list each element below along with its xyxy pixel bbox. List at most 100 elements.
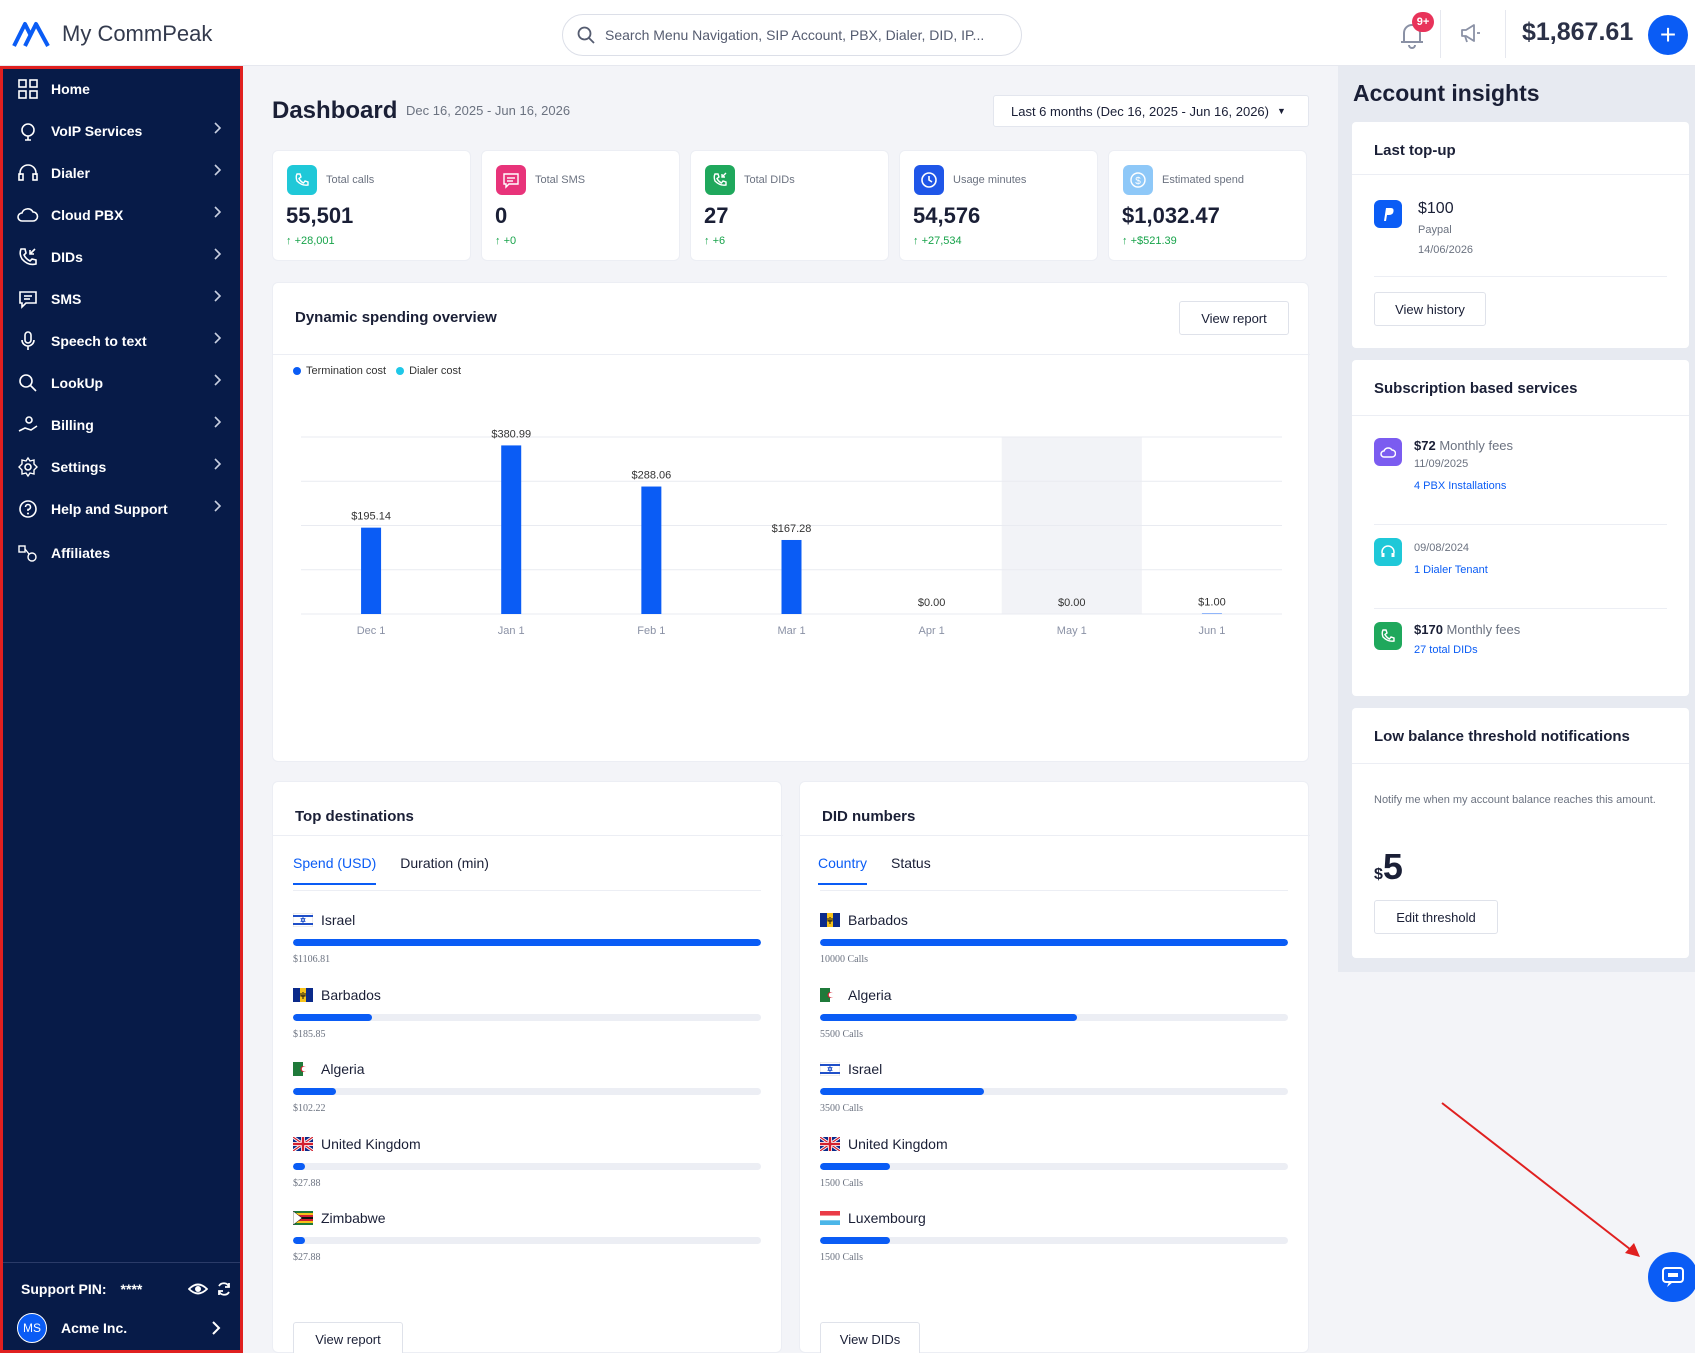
chevron-right-icon (214, 374, 222, 386)
sidebar-item-dialer[interactable]: Dialer (3, 153, 240, 193)
account-name: Acme Inc. (61, 1320, 128, 1336)
progress-fill (293, 1088, 337, 1095)
chart-data-label: $288.06 (631, 470, 671, 482)
chevron-right-icon (214, 206, 222, 218)
billing-icon (17, 414, 39, 436)
card-divider (273, 835, 783, 836)
card-divider (800, 835, 1310, 836)
edit-threshold-button[interactable]: Edit threshold (1374, 900, 1498, 934)
progress-fill (293, 1237, 305, 1244)
sidebar-item-voip-services[interactable]: VoIP Services (3, 111, 240, 151)
cloud-phone-icon (17, 204, 39, 226)
chart-data-label: $0.00 (918, 597, 946, 609)
dialer-icon (1374, 538, 1402, 566)
chart-tick-label: Apr 1 (918, 625, 944, 637)
view-history-button[interactable]: View history (1374, 292, 1486, 326)
brand-logo[interactable]: My CommPeak (12, 20, 212, 48)
top-destinations-title: Top destinations (295, 808, 414, 825)
chart-bar (361, 527, 382, 614)
threshold-value: 5 (1382, 846, 1403, 887)
sidebar-item-dids[interactable]: DIDs (3, 237, 240, 277)
country-name: Luxembourg (848, 1210, 926, 1226)
stat-delta-value: +27,534 (921, 235, 962, 247)
add-funds-button[interactable]: + (1648, 15, 1688, 55)
did-country-row: Israel 3500 Calls (820, 1059, 1288, 1114)
chat-support-button[interactable] (1648, 1252, 1695, 1302)
stat-label: Total SMS (535, 174, 586, 186)
tab-status[interactable]: Status (891, 855, 931, 871)
voip-icon (17, 120, 39, 142)
row-value: 1500 Calls (820, 1252, 864, 1263)
subscription-link[interactable]: 1 Dialer Tenant (1414, 564, 1488, 576)
sidebar-item-sms[interactable]: SMS (3, 279, 240, 319)
sidebar-item-home[interactable]: Home (3, 69, 240, 109)
card-divider (1352, 174, 1689, 175)
spending-chart: $195.14 Dec 1 $380.99 Jan 1 $288.06 Feb 1 $167… (301, 428, 1282, 637)
tab-spend[interactable]: Spend (USD) (293, 855, 377, 885)
stat-value: 55,501 (286, 203, 354, 228)
subscriptions-card: Subscription based services $72 Monthly … (1352, 360, 1689, 696)
legend-dot (293, 367, 301, 376)
progress-fill (293, 1013, 372, 1021)
account-switcher[interactable]: MS Acme Inc. (17, 1313, 227, 1343)
view-report-button[interactable]: View report (1179, 301, 1289, 335)
header-divider (1440, 10, 1441, 58)
tab-country[interactable]: Country (818, 855, 868, 885)
commpeak-logo-icon (12, 22, 50, 47)
sidebar-item-label: LookUp (51, 375, 104, 391)
did-country-row: Luxembourg 1500 Calls (820, 1208, 1288, 1263)
sidebar-item-label: Help and Support (51, 501, 168, 517)
stat-total-sms: Total SMS 0 ↑ +0 (481, 150, 680, 261)
sidebar-item-speech-to-text[interactable]: Speech to text (3, 321, 240, 361)
search-box[interactable] (562, 14, 1022, 56)
sidebar-item-affiliates[interactable]: Affiliates (3, 533, 240, 573)
cloud-pbx-icon (1374, 438, 1402, 466)
stat-delta-value: +$521.39 (1130, 235, 1177, 247)
search-input[interactable] (605, 27, 985, 43)
eye-icon[interactable] (188, 1281, 208, 1297)
stat-label: Total calls (326, 174, 375, 186)
sidebar-item-cloud-pbx[interactable]: Cloud PBX (3, 195, 240, 235)
tabs-divider (820, 890, 1288, 891)
subscription-link[interactable]: 27 total DIDs (1414, 644, 1478, 656)
sidebar-item-label: Billing (51, 417, 94, 433)
sidebar-item-billing[interactable]: Billing (3, 405, 240, 445)
legend-label: Dialer cost (409, 365, 462, 377)
sidebar-item-label: Settings (51, 459, 107, 475)
chevron-right-icon (214, 248, 222, 260)
sidebar-item-lookup[interactable]: LookUp (3, 363, 240, 403)
sidebar-item-help-and-support[interactable]: Help and Support (3, 489, 240, 529)
notifications-button[interactable]: 9+ (1392, 12, 1434, 54)
stat-estimated-spend: $ Estimated spend $1,032.47 ↑ +$521.39 (1108, 150, 1307, 261)
spending-overview-card: Dynamic spending overview View report Te… (272, 282, 1310, 762)
tab-duration[interactable]: Duration (min) (400, 855, 489, 871)
phone-icon (1381, 629, 1395, 642)
chevron-right-icon (214, 458, 222, 470)
chart-tick-label: Jun 1 (1198, 625, 1225, 637)
threshold-currency: $ (1374, 866, 1383, 883)
refresh-icon[interactable] (216, 1281, 232, 1297)
subscription-item: $72 Monthly fees 11/09/2025 4 PBX Instal… (1374, 438, 1674, 498)
progress-track (293, 1088, 761, 1095)
chat-bot-icon (1662, 1267, 1684, 1287)
card-divider (1374, 608, 1667, 609)
chart-data-label: $380.99 (491, 428, 531, 440)
paypal-logo-icon (1384, 208, 1394, 221)
stat-delta: ↑ +27,534 (913, 235, 962, 247)
announcements-button[interactable] (1458, 20, 1484, 51)
legend-label: Termination cost (306, 365, 387, 377)
sidebar-item-label: DIDs (51, 249, 83, 265)
row-value: $102.22 (293, 1103, 326, 1114)
row-value: $185.85 (293, 1028, 326, 1040)
mic-icon (17, 330, 39, 352)
date-range-dropdown[interactable]: Last 6 months (Dec 16, 2025 - Jun 16, 20… (993, 95, 1309, 127)
affiliates-icon (17, 542, 39, 564)
country-name: United Kingdom (321, 1135, 421, 1152)
subscription-link[interactable]: 4 PBX Installations (1414, 480, 1507, 492)
chart-data-label: $167.28 (772, 523, 812, 535)
view-report-button[interactable]: View report (293, 1322, 403, 1353)
view-dids-button[interactable]: View DIDs (820, 1322, 920, 1353)
chevron-right-icon (214, 332, 222, 344)
progress-track (293, 1162, 761, 1170)
sidebar-item-settings[interactable]: Settings (3, 447, 240, 487)
